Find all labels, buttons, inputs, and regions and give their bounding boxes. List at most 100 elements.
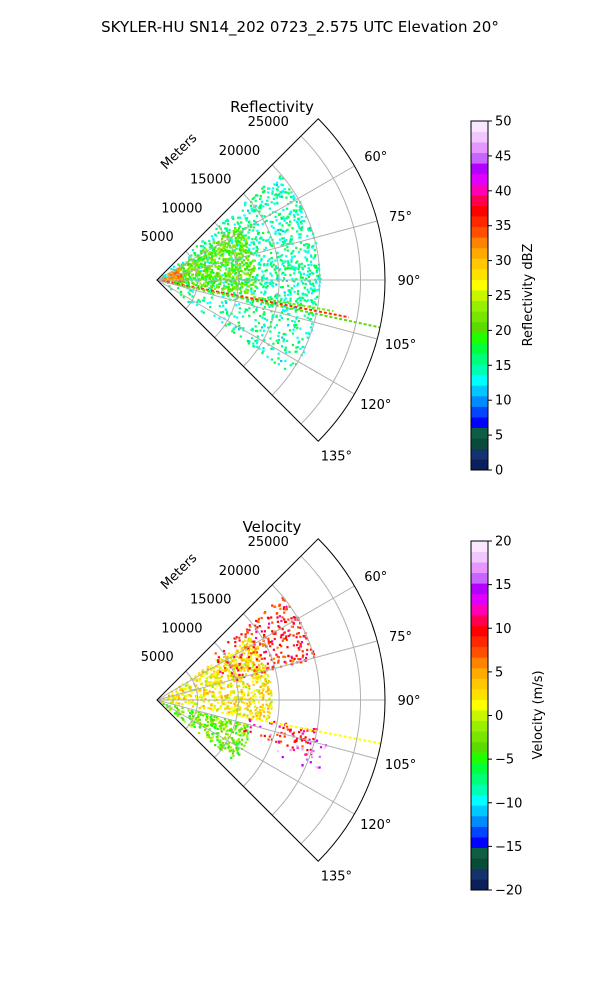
radar-gate: [316, 295, 319, 298]
radar-gate: [270, 310, 273, 313]
radar-gate: [301, 650, 304, 653]
radar-gate: [261, 214, 264, 217]
radar-gate: [220, 696, 223, 699]
radar-gate: [282, 606, 286, 609]
azimuth-gridline: [156, 279, 355, 395]
radar-gate: [292, 266, 296, 269]
radar-gate: [225, 730, 228, 733]
radar-gate: [291, 332, 295, 335]
radar-gate: [232, 709, 235, 712]
radar-gate: [241, 248, 245, 251]
radar-gate: [299, 302, 302, 305]
radar-gate: [289, 728, 292, 731]
radar-gate: [237, 747, 240, 750]
radar-gate: [188, 275, 191, 278]
radar-gate: [289, 633, 292, 636]
radar-gate: [253, 259, 256, 262]
radar-gate: [292, 634, 295, 637]
radar-gate: [202, 705, 205, 708]
radar-gate: [305, 656, 308, 660]
radar-gate: [228, 719, 231, 722]
radar-gate: [228, 663, 231, 666]
radar-gate: [231, 674, 234, 678]
radar-gate: [277, 338, 280, 342]
radar-gate: [269, 295, 272, 299]
radar-gate: [276, 276, 279, 279]
radar-gate: [298, 263, 301, 266]
radar-gate: [285, 279, 288, 282]
colorbar-segment: [471, 216, 488, 228]
radar-gate: [233, 706, 236, 709]
azimuth-gridline: [156, 220, 378, 281]
radar-gate: [263, 248, 266, 251]
radar-gate: [179, 276, 182, 279]
radar-gate: [270, 700, 273, 704]
radar-gate: [230, 239, 234, 242]
radar-gate: [283, 631, 286, 634]
radar-gate: [286, 728, 289, 731]
radar-gate: [193, 723, 196, 726]
radar-gate: [244, 707, 247, 710]
radar-gate: [240, 238, 243, 241]
radar-gate: [284, 260, 287, 263]
radar-gate: [234, 652, 238, 655]
radar-gate: [258, 206, 261, 209]
radar-gate: [284, 297, 287, 300]
radar-gate: [294, 350, 297, 353]
radar-gate: [216, 701, 220, 704]
radar-gate: [261, 689, 264, 692]
radar-gate: [260, 283, 263, 286]
radar-gate: [216, 274, 219, 277]
colorbar-segment: [471, 279, 488, 291]
radar-gate: [220, 657, 223, 660]
radar-gate: [226, 721, 229, 724]
colorbar-segment: [471, 332, 488, 344]
radar-gate: [224, 667, 227, 670]
radar-gate: [270, 691, 273, 695]
radar-gate: [278, 232, 281, 235]
radar-gate: [212, 262, 215, 265]
radar-gate: [246, 309, 249, 312]
radar-gate: [251, 663, 254, 666]
radar-gate: [258, 210, 261, 213]
radar-gate: [207, 253, 210, 256]
radar-gate: [206, 734, 209, 737]
radar-gate: [285, 308, 288, 312]
radar-gate: [238, 639, 241, 642]
radar-gate: [170, 268, 173, 271]
radar-gate: [234, 238, 238, 241]
radar-gate: [264, 291, 267, 294]
radar-gate: [227, 652, 230, 655]
radar-gate: [227, 736, 230, 739]
radar-gate: [271, 630, 274, 633]
radar-gate: [246, 708, 249, 711]
radar-gate: [267, 679, 270, 682]
radar-gate: [262, 191, 265, 194]
radar-gate: [204, 252, 207, 255]
radar-gate: [304, 293, 307, 296]
radar-gate: [242, 663, 245, 667]
radar-gate: [204, 680, 207, 683]
radar-gate: [197, 285, 200, 288]
radar-gate: [279, 740, 283, 743]
radar-gate: [261, 352, 264, 355]
colorbar-segment: [471, 667, 488, 679]
radar-gate: [286, 744, 289, 747]
radar-gate: [250, 241, 253, 244]
radar-gate: [275, 315, 278, 319]
radar-gate: [232, 666, 236, 669]
radar-gate: [245, 648, 248, 651]
radar-gate: [269, 733, 272, 737]
radar-gate: [188, 258, 191, 262]
radar-gate: [266, 203, 269, 206]
radar-gate: [284, 637, 287, 640]
radar-gate: [200, 256, 203, 259]
radar-gate: [182, 718, 185, 721]
radar-gate: [243, 667, 246, 670]
radar-gate: [270, 707, 273, 710]
radar-gate: [257, 673, 260, 676]
radar-gate: [225, 280, 228, 283]
radar-gate: [271, 621, 274, 624]
radar-gate: [232, 740, 235, 743]
radar-gate: [205, 275, 208, 278]
